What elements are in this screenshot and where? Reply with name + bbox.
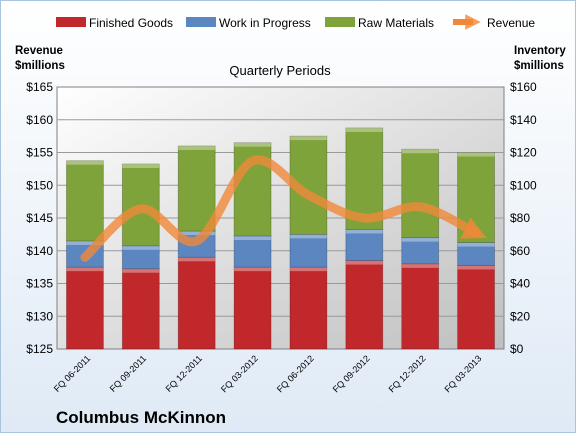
legend-swatch-work-in-progress (186, 17, 216, 27)
bar-raw-materials (177, 145, 216, 232)
x-tick-label: FQ 03-2012 (219, 353, 260, 394)
right-tick-label: $160 (510, 80, 537, 94)
bar-finished-goods (457, 265, 495, 350)
right-tick-label: $140 (510, 113, 537, 127)
left-axis-title-line2: $millions (15, 60, 65, 72)
left-axis-ticks: $125 $130 $135 $140 $145 $150 $155 $160 $165 (26, 80, 53, 356)
right-tick-label: $100 (510, 178, 537, 192)
left-tick-label: $150 (26, 178, 53, 192)
left-tick-label: $135 (26, 277, 53, 291)
left-tick-label: $145 (26, 211, 53, 225)
right-tick-label: $80 (510, 211, 530, 225)
right-tick-label: $20 (510, 309, 530, 323)
bar-bevel (234, 142, 272, 147)
x-tick-label: FQ 09-2011 (108, 353, 149, 394)
bar-bevel (345, 229, 383, 234)
x-axis-ticks: FQ 06-2011 FQ 09-2011 FQ 12-2011 FQ 03-2012… (52, 353, 484, 394)
bar-raw-materials (66, 160, 104, 242)
revenue-line (80, 155, 487, 262)
bar-bevel (66, 267, 104, 272)
bar-bevel (457, 265, 495, 270)
right-axis-title-line1: Inventory (514, 45, 566, 57)
bar-bevel (401, 263, 439, 268)
left-axis-title-line1: Revenue (15, 45, 63, 57)
bar-bevel (234, 267, 272, 272)
bar-bevel (122, 245, 160, 250)
bar-work-in-progress (289, 233, 328, 268)
bar-bevel (289, 267, 327, 272)
left-tick-label: $140 (26, 244, 53, 258)
bar-finished-goods (177, 256, 216, 350)
bar-bevel (457, 242, 495, 247)
x-tick-label: FQ 06-2011 (52, 353, 93, 394)
bar-bevel (289, 136, 327, 141)
legend-label-work-in-progress: Work in Progress (219, 16, 311, 30)
bar-work-in-progress (345, 229, 384, 261)
left-tick-label: $155 (26, 146, 53, 160)
bar-bevel (401, 237, 439, 242)
bar-bevel (178, 257, 216, 262)
legend-swatch-finished-goods (56, 17, 86, 27)
bar-raw-materials (401, 148, 440, 239)
legend-swatch-raw-materials (325, 17, 355, 27)
x-tick-label: FQ 12-2012 (387, 353, 428, 394)
company-name: Columbus McKinnon (56, 408, 226, 427)
bar-work-in-progress (233, 235, 272, 268)
right-tick-label: $40 (510, 277, 530, 291)
bar-bevel (178, 145, 216, 150)
x-tick-label: FQ 09-2012 (331, 353, 372, 394)
bar-bevel (234, 236, 272, 241)
revenue-line-path (80, 155, 487, 262)
bar-bevel (178, 231, 216, 236)
bar-finished-goods (233, 266, 272, 350)
bar-bevel (66, 240, 104, 245)
bar-bevel (289, 234, 327, 239)
bar-bevel (122, 163, 160, 168)
bar-bevel (345, 260, 383, 265)
bar-bevel (401, 149, 439, 154)
x-tick-label: FQ 03-2013 (442, 353, 483, 394)
right-tick-label: $0 (510, 342, 524, 356)
x-tick-label: FQ 06-2012 (275, 353, 316, 394)
right-axis-ticks: $0 $20 $40 $60 $80 $100 $120 $140 $160 (510, 80, 537, 356)
right-tick-label: $60 (510, 244, 530, 258)
legend-label-finished-goods: Finished Goods (89, 16, 173, 30)
bar-bevel (66, 160, 104, 165)
left-tick-label: $125 (26, 342, 53, 356)
legend-label-revenue: Revenue (487, 16, 535, 30)
x-tick-label: FQ 12-2011 (164, 353, 205, 394)
right-tick-label: $120 (510, 146, 537, 160)
bar-finished-goods (345, 260, 384, 350)
bar-bevel (345, 127, 383, 132)
left-tick-label: $160 (26, 113, 53, 127)
bar-finished-goods (66, 266, 104, 350)
legend: Finished Goods Work in Progress Raw Mate… (56, 14, 535, 30)
left-tick-label: $130 (26, 309, 53, 323)
bar-finished-goods (289, 266, 328, 350)
bar-finished-goods (121, 268, 160, 350)
bar-work-in-progress (401, 237, 440, 265)
right-axis-title-line2: $millions (514, 60, 564, 72)
bar-bevel (122, 268, 160, 273)
bar-finished-goods (401, 263, 440, 350)
chart-title: Quarterly Periods (229, 63, 331, 78)
legend-label-raw-materials: Raw Materials (358, 16, 434, 30)
bar-bevel (457, 152, 495, 157)
left-tick-label: $165 (26, 80, 53, 94)
